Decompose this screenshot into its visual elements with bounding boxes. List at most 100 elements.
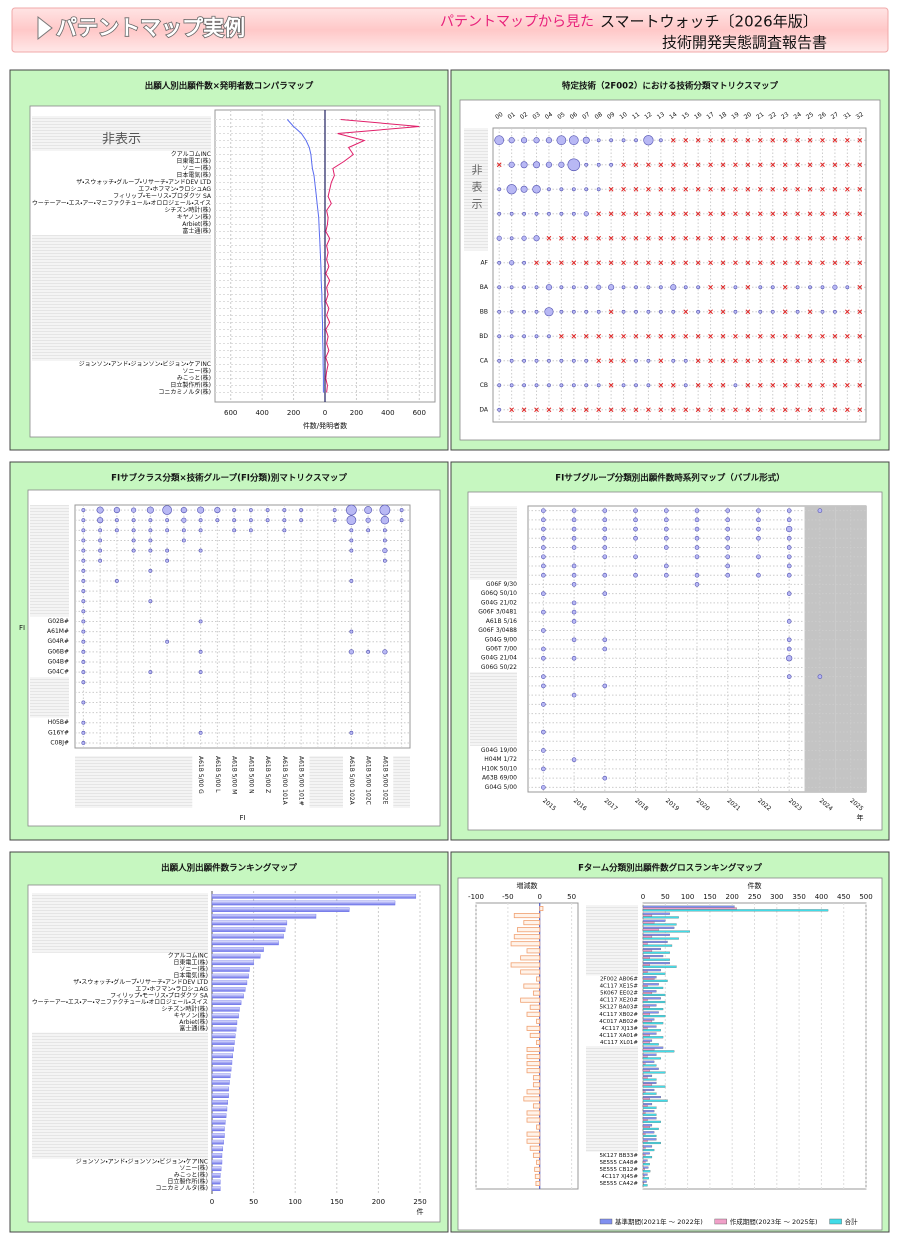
zero-marker (795, 186, 800, 192)
bubble (299, 508, 304, 512)
change-bar (536, 1159, 541, 1165)
bubble (808, 285, 812, 290)
bubble (497, 383, 502, 388)
change-bar (532, 1103, 541, 1109)
bar (642, 919, 666, 922)
bar (642, 1083, 653, 1086)
bubble (634, 383, 638, 388)
bubble (545, 161, 553, 168)
bubble (96, 506, 104, 514)
zero-marker (782, 333, 788, 339)
zero-marker (733, 137, 738, 143)
col-label: 15 (681, 111, 691, 121)
bubble (497, 260, 502, 265)
zero-marker (670, 333, 676, 339)
change-bar (517, 927, 541, 933)
bubble (733, 309, 738, 314)
change-bar (513, 934, 541, 940)
bar (642, 983, 659, 986)
bubble (181, 517, 187, 523)
bubble (365, 517, 371, 523)
panel-title: 出願人別出願件数×発明者数コンパラマップ (145, 81, 314, 92)
zero-marker (621, 333, 626, 339)
col-label: 20 (743, 111, 753, 121)
bubble (379, 504, 391, 516)
row-label: ザ・スウォッチ・グループ・リサーチ・アンドDEV LTD (73, 978, 208, 986)
row-label: G06Q 50/10 (481, 590, 517, 597)
row-label: 4C117 XE20# (600, 998, 639, 1004)
bar (642, 970, 648, 974)
bubble (725, 572, 731, 578)
bubble (571, 358, 576, 363)
zero-marker (757, 358, 763, 364)
bar (642, 1039, 653, 1042)
row-label: 日東電工(株) (176, 157, 211, 165)
row-label: A61M# (47, 628, 69, 635)
zero-marker (633, 211, 639, 217)
bubble (382, 558, 387, 563)
row-label: 4C117 XJ45# (601, 1174, 638, 1180)
bubble (497, 358, 502, 363)
zero-marker (608, 407, 614, 413)
zero-marker (559, 407, 564, 413)
bar (211, 1040, 235, 1045)
zero-marker (782, 382, 788, 388)
zero-marker (857, 260, 863, 266)
zero-marker (708, 211, 713, 217)
x-tick-label: 350 (792, 893, 805, 901)
zero-marker (546, 260, 552, 266)
zero-marker (608, 211, 614, 217)
bar (642, 937, 679, 940)
zero-marker (807, 186, 813, 192)
bar (211, 1073, 231, 1079)
zero-marker (633, 333, 639, 339)
bubble (547, 211, 551, 216)
zero-marker (571, 407, 577, 413)
row-label: CA (480, 357, 489, 364)
row-label: キヤノン(株) (177, 213, 211, 221)
zero-marker (720, 309, 726, 315)
row-label: G06F 3/0488 (478, 627, 517, 634)
bar (642, 1074, 653, 1077)
bubble (786, 591, 792, 596)
zero-marker (770, 186, 776, 192)
zero-marker (745, 260, 751, 266)
col-label: 07 (581, 111, 591, 121)
bubble (509, 309, 514, 314)
bubble (541, 545, 546, 550)
bubble (786, 646, 792, 652)
change-bar (535, 1180, 541, 1186)
bar (642, 1013, 650, 1016)
row-label: ソニー(株) (179, 965, 208, 973)
zero-marker (583, 407, 589, 413)
col-label: A61B 5/00 M (231, 756, 238, 794)
col-label: 23 (780, 111, 790, 121)
bar (642, 1060, 655, 1063)
bubble (683, 383, 688, 388)
panel-title: FIサブクラス分類×技術グループ(FI分類)別マトリクスマップ (111, 473, 347, 484)
bar (642, 1048, 655, 1051)
bubble (81, 741, 86, 745)
x-tick-label: 250 (413, 1198, 426, 1206)
bubble (198, 619, 203, 624)
bubble (332, 508, 337, 512)
bubble (832, 284, 838, 290)
bar (642, 1173, 648, 1176)
zero-marker (782, 211, 788, 217)
zero-marker (708, 358, 713, 364)
zero-marker (608, 358, 614, 364)
bubble (545, 137, 553, 144)
x-tick-label: 100 (681, 893, 694, 901)
zero-marker (845, 382, 850, 388)
zero-marker (646, 333, 651, 339)
bubble (520, 185, 528, 193)
bubble (621, 309, 626, 314)
bubble (683, 358, 688, 363)
col-label: 11 (631, 111, 641, 121)
zero-marker (770, 211, 776, 217)
zero-marker (633, 186, 639, 192)
bubble (534, 309, 539, 314)
zero-marker (720, 162, 726, 168)
zero-marker (720, 137, 726, 143)
